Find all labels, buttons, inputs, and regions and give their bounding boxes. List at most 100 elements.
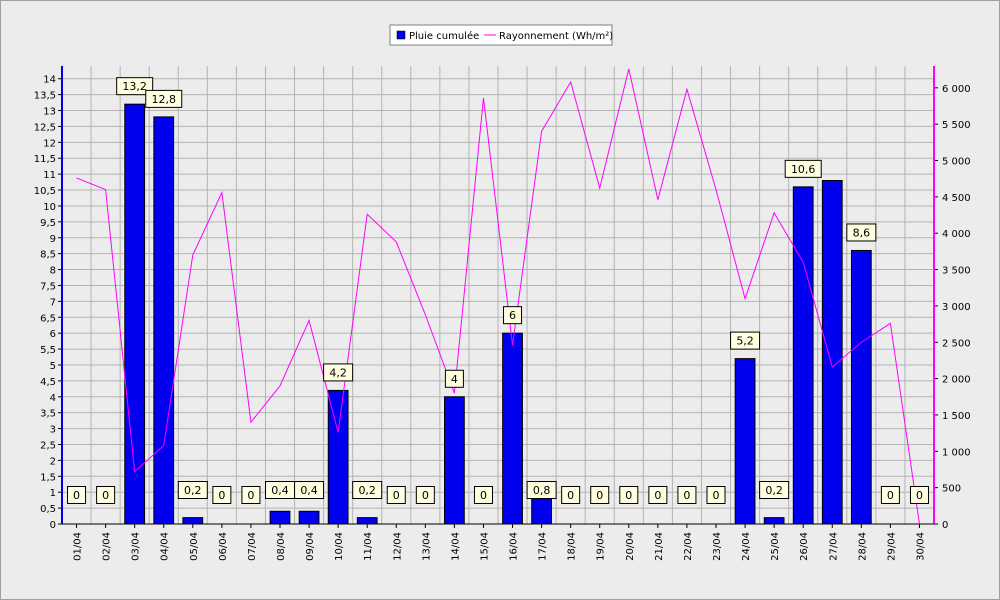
- data-label-box: [759, 481, 790, 499]
- data-label-07/04: 0: [241, 486, 261, 504]
- data-label-box: [177, 481, 208, 499]
- data-label-text: 6: [509, 309, 516, 322]
- x-tick-label: 14/04: [450, 532, 461, 561]
- y-right-tick-label: 500: [942, 484, 961, 495]
- data-label-22/04: 0: [677, 486, 697, 504]
- data-label-box: [323, 363, 354, 382]
- y-left-tick-label: 6,5: [40, 313, 56, 324]
- data-label-15/04: 0: [473, 486, 493, 504]
- x-tick-label: 16/04: [509, 532, 520, 561]
- data-label-box: [619, 486, 639, 504]
- y-left-tick-label: 1,5: [40, 472, 56, 483]
- y-left-tick-label: 0: [50, 520, 56, 531]
- data-label-text: 0: [73, 489, 80, 502]
- x-tick-label: 17/04: [538, 532, 549, 561]
- data-label-10/04: 4,2: [323, 363, 354, 382]
- data-label-17/04: 0,8: [526, 481, 557, 499]
- legend: Pluie cumulée Rayonnement (Wh/m²): [389, 24, 613, 46]
- data-label-14/04: 4: [444, 369, 464, 388]
- y-left-tick-label: 10,5: [34, 186, 56, 197]
- data-label-box: [386, 486, 406, 504]
- x-tick-label: 15/04: [479, 532, 490, 561]
- data-label-text: 0,2: [184, 484, 202, 497]
- y-right-tick-label: 2 000: [942, 375, 971, 386]
- bar-04/04: [153, 116, 175, 525]
- data-label-box: [116, 77, 154, 96]
- legend-swatch-pluie: [396, 30, 406, 40]
- data-label-box: [444, 369, 464, 388]
- x-tick-label: 12/04: [392, 532, 403, 561]
- data-label-01/04: 0: [67, 486, 87, 504]
- legend-box: [389, 24, 613, 46]
- bar-16/04: [502, 332, 523, 525]
- data-label-04/04: 12,8: [145, 89, 183, 108]
- data-label-24/04: 5,2: [730, 331, 761, 350]
- data-label-box: [145, 89, 183, 108]
- x-tick-label: 24/04: [741, 532, 752, 561]
- x-tick-label: 28/04: [857, 532, 868, 561]
- y-left-tick-label: 9: [50, 234, 56, 245]
- data-label-text: 0: [567, 489, 574, 502]
- bar-09/04: [298, 510, 320, 525]
- x-tick-label: 18/04: [567, 532, 578, 561]
- data-label-05/04: 0,2: [177, 481, 208, 499]
- series-line-rayonnement: [76, 68, 920, 525]
- y-right-tick-label: 1 000: [942, 447, 971, 458]
- data-label-box: [503, 306, 523, 325]
- y-right-tick-label: 4 500: [942, 193, 971, 204]
- y-left-tick-label: 7: [50, 297, 56, 308]
- data-label-25/04: 0,2: [759, 481, 790, 499]
- data-label-text: 0,4: [271, 484, 289, 497]
- y-left-tick-label: 9,5: [40, 218, 56, 229]
- data-label-text: 5,2: [736, 335, 754, 348]
- data-label-text: 0: [683, 489, 690, 502]
- data-label-text: 0: [218, 489, 225, 502]
- data-label-text: 8,6: [853, 226, 871, 239]
- x-tick-label: 27/04: [828, 532, 839, 561]
- data-label-text: 0: [422, 489, 429, 502]
- data-label-box: [241, 486, 261, 504]
- x-tick-label: 20/04: [625, 532, 636, 561]
- data-label-30/04: 0: [909, 486, 929, 504]
- data-label-20/04: 0: [619, 486, 639, 504]
- bar-24/04: [734, 358, 756, 525]
- data-label-19/04: 0: [590, 486, 610, 504]
- data-label-13/04: 0: [415, 486, 435, 504]
- y-left-tick-label: 8,5: [40, 250, 56, 261]
- data-label-text: 0: [247, 489, 254, 502]
- legend-label-pluie: Pluie cumulée: [409, 30, 479, 42]
- bar-03/04: [124, 103, 146, 525]
- data-label-06/04: 0: [212, 486, 232, 504]
- y-left-tick-label: 5: [50, 361, 56, 372]
- x-tick-label: 03/04: [131, 532, 142, 561]
- data-label-09/04: 0,4: [294, 481, 325, 499]
- y-left-tick-label: 10: [43, 202, 56, 213]
- bar-10/04: [327, 389, 349, 525]
- data-label-text: 0,2: [765, 484, 783, 497]
- y-left-tick-label: 7,5: [40, 281, 56, 292]
- data-label-text: 13,2: [122, 80, 147, 93]
- data-label-box: [677, 486, 697, 504]
- x-tick-label: 09/04: [305, 532, 316, 561]
- y-right-tick-label: 5 000: [942, 157, 971, 168]
- data-label-12/04: 0: [386, 486, 406, 504]
- y-left-tick-label: 11: [43, 170, 56, 181]
- data-label-text: 0: [596, 489, 603, 502]
- y-left-tick-label: 1: [50, 488, 56, 499]
- y-left-tick-label: 5,5: [40, 345, 56, 356]
- data-label-box: [730, 331, 761, 350]
- data-label-text: 0,2: [358, 484, 376, 497]
- x-tick-label: 25/04: [770, 532, 781, 561]
- data-label-text: 4: [451, 373, 458, 386]
- y-right-tick-label: 4 000: [942, 229, 971, 240]
- data-label-28/04: 8,6: [846, 223, 877, 242]
- data-label-box: [473, 486, 493, 504]
- bar-11/04: [356, 517, 378, 525]
- data-label-21/04: 0: [648, 486, 668, 504]
- legend-label-rayonnement: Rayonnement (Wh/m²): [499, 31, 613, 42]
- bar-17/04: [531, 498, 552, 525]
- data-label-text: 0: [393, 489, 400, 502]
- bar-08/04: [269, 510, 291, 525]
- data-label-26/04: 10,6: [784, 159, 822, 178]
- data-label-box: [526, 481, 557, 499]
